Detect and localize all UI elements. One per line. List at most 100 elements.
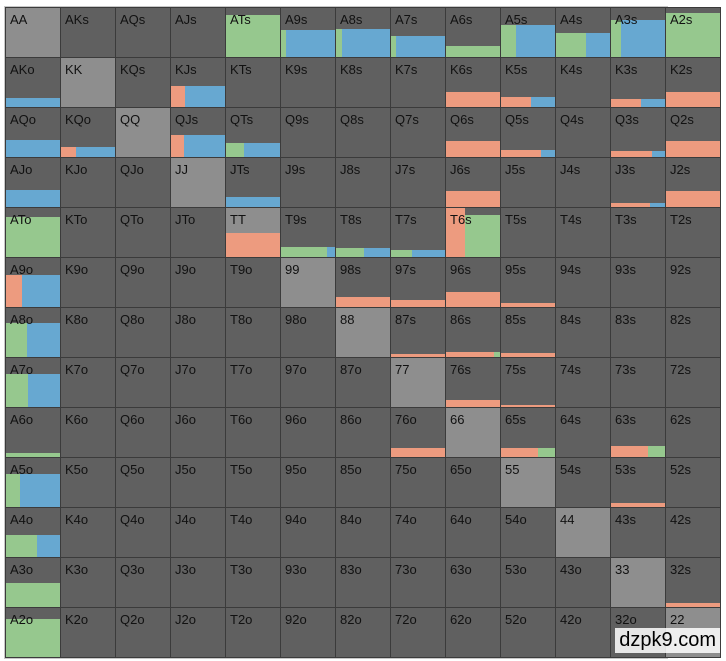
hand-cell-a6s[interactable]: A6s <box>445 7 501 58</box>
hand-cell-43o[interactable]: 43o <box>555 557 611 608</box>
hand-cell-42o[interactable]: 42o <box>555 607 611 658</box>
hand-cell-76s[interactable]: 76s <box>445 357 501 408</box>
hand-cell-j2s[interactable]: J2s <box>665 157 721 208</box>
hand-cell-84o[interactable]: 84o <box>335 507 391 558</box>
hand-cell-54s[interactable]: 54s <box>555 457 611 508</box>
hand-cell-a2s[interactable]: A2s <box>665 7 721 58</box>
hand-cell-86o[interactable]: 86o <box>335 407 391 458</box>
hand-cell-a3s[interactable]: A3s <box>610 7 666 58</box>
hand-cell-k5s[interactable]: K5s <box>500 57 556 108</box>
hand-cell-q3o[interactable]: Q3o <box>115 557 171 608</box>
hand-cell-63s[interactable]: 63s <box>610 407 666 458</box>
hand-cell-q6o[interactable]: Q6o <box>115 407 171 458</box>
hand-cell-ats[interactable]: ATs <box>225 7 281 58</box>
hand-cell-65o[interactable]: 65o <box>445 457 501 508</box>
hand-cell-j3o[interactable]: J3o <box>170 557 226 608</box>
hand-cell-qjs[interactable]: QJs <box>170 107 226 158</box>
hand-cell-86s[interactable]: 86s <box>445 307 501 358</box>
hand-cell-k6s[interactable]: K6s <box>445 57 501 108</box>
hand-cell-kqs[interactable]: KQs <box>115 57 171 108</box>
hand-cell-aqo[interactable]: AQo <box>5 107 61 158</box>
hand-cell-jj[interactable]: JJ <box>170 157 226 208</box>
hand-cell-k2s[interactable]: K2s <box>665 57 721 108</box>
hand-cell-87o[interactable]: 87o <box>335 357 391 408</box>
hand-cell-k7o[interactable]: K7o <box>60 357 116 408</box>
hand-cell-52o[interactable]: 52o <box>500 607 556 658</box>
hand-cell-j8s[interactable]: J8s <box>335 157 391 208</box>
hand-cell-83s[interactable]: 83s <box>610 307 666 358</box>
hand-cell-qjo[interactable]: QJo <box>115 157 171 208</box>
hand-cell-j3s[interactable]: J3s <box>610 157 666 208</box>
hand-cell-42s[interactable]: 42s <box>665 507 721 558</box>
hand-cell-73o[interactable]: 73o <box>390 557 446 608</box>
hand-cell-99[interactable]: 99 <box>280 257 336 308</box>
hand-cell-52s[interactable]: 52s <box>665 457 721 508</box>
hand-cell-64o[interactable]: 64o <box>445 507 501 558</box>
hand-cell-94o[interactable]: 94o <box>280 507 336 558</box>
hand-cell-93s[interactable]: 93s <box>610 257 666 308</box>
hand-cell-62s[interactable]: 62s <box>665 407 721 458</box>
hand-cell-a3o[interactable]: A3o <box>5 557 61 608</box>
hand-cell-ajo[interactable]: AJo <box>5 157 61 208</box>
hand-cell-a5s[interactable]: A5s <box>500 7 556 58</box>
hand-cell-q7s[interactable]: Q7s <box>390 107 446 158</box>
hand-cell-j4o[interactable]: J4o <box>170 507 226 558</box>
hand-cell-44[interactable]: 44 <box>555 507 611 558</box>
hand-cell-93o[interactable]: 93o <box>280 557 336 608</box>
hand-cell-j6s[interactable]: J6s <box>445 157 501 208</box>
hand-cell-k2o[interactable]: K2o <box>60 607 116 658</box>
hand-cell-77[interactable]: 77 <box>390 357 446 408</box>
hand-cell-k8s[interactable]: K8s <box>335 57 391 108</box>
hand-cell-q4s[interactable]: Q4s <box>555 107 611 158</box>
hand-cell-a6o[interactable]: A6o <box>5 407 61 458</box>
hand-cell-65s[interactable]: 65s <box>500 407 556 458</box>
hand-cell-t4s[interactable]: T4s <box>555 207 611 258</box>
hand-cell-83o[interactable]: 83o <box>335 557 391 608</box>
hand-cell-74s[interactable]: 74s <box>555 357 611 408</box>
hand-cell-72s[interactable]: 72s <box>665 357 721 408</box>
hand-cell-t3o[interactable]: T3o <box>225 557 281 608</box>
hand-cell-t9o[interactable]: T9o <box>225 257 281 308</box>
hand-cell-92o[interactable]: 92o <box>280 607 336 658</box>
hand-cell-j6o[interactable]: J6o <box>170 407 226 458</box>
hand-cell-j7o[interactable]: J7o <box>170 357 226 408</box>
hand-cell-a8s[interactable]: A8s <box>335 7 391 58</box>
hand-cell-t4o[interactable]: T4o <box>225 507 281 558</box>
hand-cell-q8o[interactable]: Q8o <box>115 307 171 358</box>
hand-cell-a2o[interactable]: A2o <box>5 607 61 658</box>
hand-cell-t5o[interactable]: T5o <box>225 457 281 508</box>
hand-cell-96o[interactable]: 96o <box>280 407 336 458</box>
hand-cell-t6o[interactable]: T6o <box>225 407 281 458</box>
hand-cell-kk[interactable]: KK <box>60 57 116 108</box>
hand-cell-97o[interactable]: 97o <box>280 357 336 408</box>
hand-cell-92s[interactable]: 92s <box>665 257 721 308</box>
hand-cell-a7o[interactable]: A7o <box>5 357 61 408</box>
hand-cell-k9s[interactable]: K9s <box>280 57 336 108</box>
hand-cell-t9s[interactable]: T9s <box>280 207 336 258</box>
hand-cell-aa[interactable]: AA <box>5 7 61 58</box>
hand-cell-t8s[interactable]: T8s <box>335 207 391 258</box>
hand-cell-62o[interactable]: 62o <box>445 607 501 658</box>
hand-cell-j5o[interactable]: J5o <box>170 457 226 508</box>
hand-cell-j4s[interactable]: J4s <box>555 157 611 208</box>
hand-cell-94s[interactable]: 94s <box>555 257 611 308</box>
hand-cell-97s[interactable]: 97s <box>390 257 446 308</box>
hand-cell-qts[interactable]: QTs <box>225 107 281 158</box>
hand-cell-95o[interactable]: 95o <box>280 457 336 508</box>
hand-cell-k5o[interactable]: K5o <box>60 457 116 508</box>
hand-cell-j9o[interactable]: J9o <box>170 257 226 308</box>
hand-cell-k6o[interactable]: K6o <box>60 407 116 458</box>
hand-cell-82o[interactable]: 82o <box>335 607 391 658</box>
hand-cell-t8o[interactable]: T8o <box>225 307 281 358</box>
hand-cell-jto[interactable]: JTo <box>170 207 226 258</box>
hand-cell-85o[interactable]: 85o <box>335 457 391 508</box>
hand-cell-qq[interactable]: QQ <box>115 107 171 158</box>
hand-cell-k4s[interactable]: K4s <box>555 57 611 108</box>
hand-cell-98s[interactable]: 98s <box>335 257 391 308</box>
hand-cell-85s[interactable]: 85s <box>500 307 556 358</box>
hand-cell-t7s[interactable]: T7s <box>390 207 446 258</box>
hand-cell-qto[interactable]: QTo <box>115 207 171 258</box>
hand-cell-a4o[interactable]: A4o <box>5 507 61 558</box>
hand-cell-63o[interactable]: 63o <box>445 557 501 608</box>
hand-cell-74o[interactable]: 74o <box>390 507 446 558</box>
